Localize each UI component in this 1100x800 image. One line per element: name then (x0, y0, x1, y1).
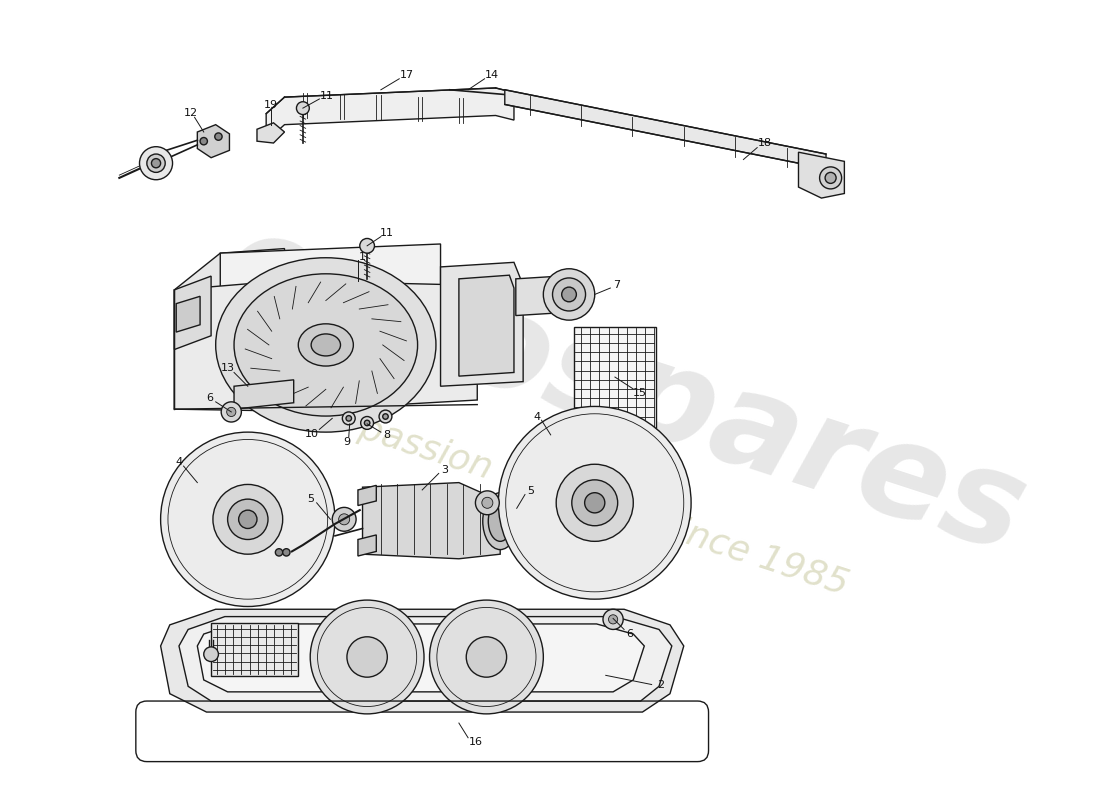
Circle shape (552, 278, 585, 311)
Polygon shape (505, 90, 826, 169)
Polygon shape (176, 296, 200, 332)
Polygon shape (234, 380, 294, 409)
Text: 5: 5 (527, 486, 534, 496)
Circle shape (482, 498, 493, 508)
Circle shape (820, 167, 842, 189)
Circle shape (310, 600, 424, 714)
Circle shape (221, 402, 241, 422)
Circle shape (825, 172, 836, 183)
Text: 4: 4 (175, 458, 183, 467)
Ellipse shape (234, 274, 418, 416)
Text: 1: 1 (359, 252, 366, 262)
Polygon shape (573, 326, 657, 427)
Circle shape (543, 269, 595, 320)
Circle shape (360, 238, 374, 253)
Circle shape (275, 549, 283, 556)
Circle shape (283, 549, 290, 556)
Text: 19: 19 (264, 100, 278, 110)
Polygon shape (197, 125, 230, 158)
Circle shape (361, 417, 374, 430)
Text: 10: 10 (305, 429, 319, 439)
Circle shape (152, 158, 161, 168)
Text: a passion for parts since 1985: a passion for parts since 1985 (322, 401, 852, 602)
Circle shape (140, 146, 173, 180)
Text: 16: 16 (469, 738, 483, 747)
Polygon shape (220, 244, 440, 299)
Text: 11: 11 (381, 228, 394, 238)
Circle shape (296, 102, 309, 114)
Circle shape (429, 600, 543, 714)
Circle shape (466, 637, 507, 677)
Text: 6: 6 (626, 629, 634, 639)
Polygon shape (175, 281, 477, 411)
Circle shape (572, 480, 618, 526)
Ellipse shape (311, 334, 341, 356)
Text: 6: 6 (206, 393, 212, 403)
Text: 8: 8 (383, 430, 390, 440)
Circle shape (603, 610, 624, 630)
Text: eurospares: eurospares (208, 202, 1041, 580)
Circle shape (504, 508, 529, 534)
Polygon shape (459, 275, 514, 376)
Circle shape (346, 637, 387, 677)
Text: 9: 9 (343, 438, 351, 447)
Polygon shape (358, 486, 376, 506)
Text: 7: 7 (613, 280, 620, 290)
Circle shape (475, 491, 499, 514)
Polygon shape (440, 262, 524, 386)
Polygon shape (516, 276, 560, 315)
Polygon shape (257, 123, 285, 143)
Polygon shape (175, 249, 285, 409)
Text: 14: 14 (485, 70, 499, 80)
Polygon shape (266, 88, 514, 141)
Polygon shape (175, 276, 211, 350)
Ellipse shape (216, 258, 436, 432)
Circle shape (339, 514, 350, 525)
Text: 5: 5 (307, 494, 314, 504)
Circle shape (146, 154, 165, 172)
Circle shape (214, 133, 222, 140)
Text: 2: 2 (658, 679, 664, 690)
Ellipse shape (298, 324, 353, 366)
Circle shape (204, 647, 219, 662)
Polygon shape (271, 538, 296, 568)
Circle shape (161, 432, 336, 606)
Text: 18: 18 (758, 138, 771, 148)
Circle shape (383, 414, 388, 419)
Polygon shape (799, 152, 845, 198)
Circle shape (562, 287, 576, 302)
Circle shape (342, 412, 355, 425)
Text: 12: 12 (184, 108, 198, 118)
Circle shape (364, 420, 370, 426)
Circle shape (346, 416, 352, 421)
Circle shape (379, 410, 392, 423)
Polygon shape (211, 623, 298, 676)
Circle shape (239, 510, 257, 529)
Circle shape (332, 507, 356, 531)
Text: 11: 11 (320, 91, 333, 102)
Text: 13: 13 (221, 363, 234, 373)
Polygon shape (358, 535, 376, 556)
Polygon shape (363, 482, 500, 558)
Polygon shape (197, 624, 645, 692)
Polygon shape (161, 610, 684, 712)
Text: 3: 3 (441, 465, 449, 474)
Text: 17: 17 (399, 70, 414, 80)
Circle shape (228, 499, 268, 539)
Circle shape (200, 138, 208, 145)
Circle shape (584, 493, 605, 513)
Polygon shape (179, 617, 672, 701)
Circle shape (608, 614, 618, 624)
Circle shape (227, 407, 235, 417)
Circle shape (213, 485, 283, 554)
Circle shape (498, 406, 691, 599)
Text: 4: 4 (534, 411, 540, 422)
Ellipse shape (488, 501, 513, 542)
Circle shape (557, 464, 634, 542)
Circle shape (512, 516, 522, 526)
Text: 15: 15 (632, 388, 647, 398)
Ellipse shape (483, 493, 518, 550)
